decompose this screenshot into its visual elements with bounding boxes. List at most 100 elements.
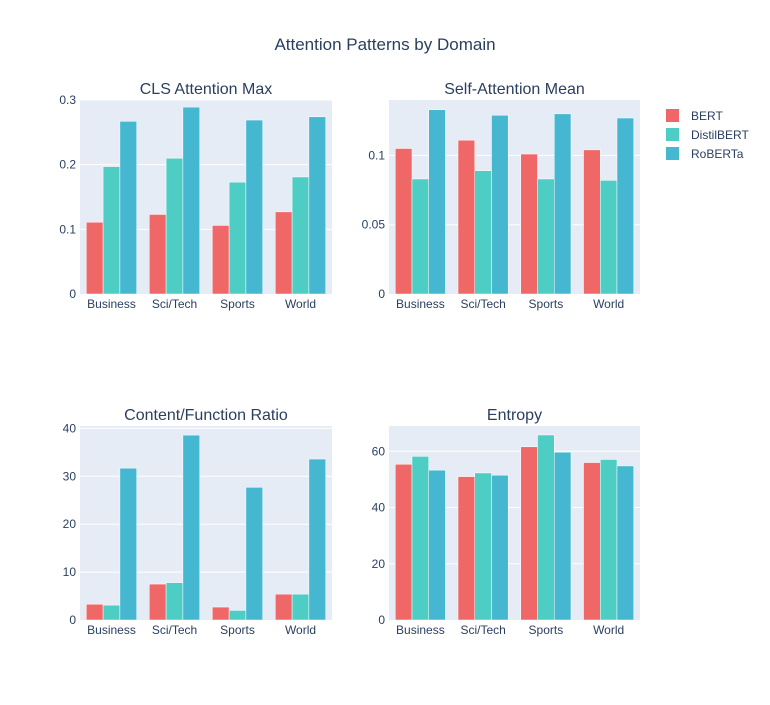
bar-distilbert-sports[interactable] bbox=[228, 610, 247, 621]
legend-item-roberta[interactable]: RoBERTa bbox=[666, 147, 744, 161]
bar-roberta-world[interactable] bbox=[308, 116, 326, 295]
legend-swatch bbox=[666, 147, 679, 160]
y-tick-label: 30 bbox=[63, 469, 77, 483]
bar-bert-world[interactable] bbox=[275, 593, 293, 621]
x-tick-label: Sci/Tech bbox=[460, 623, 505, 637]
bar-bert-sci-tech[interactable] bbox=[457, 139, 476, 295]
bar-bert-business[interactable] bbox=[395, 463, 413, 621]
y-tick-label: 0.1 bbox=[368, 148, 385, 162]
figure-title: Attention Patterns by Domain bbox=[274, 35, 495, 54]
x-tick-label: Sci/Tech bbox=[152, 623, 197, 637]
x-tick-label: Business bbox=[87, 623, 136, 637]
bar-roberta-business[interactable] bbox=[119, 121, 137, 295]
bar-roberta-world[interactable] bbox=[616, 465, 634, 621]
x-tick-label: World bbox=[593, 297, 624, 311]
subplot-3: 0 10 20 30 40 Business Sci/Tech Sports World Cont… bbox=[63, 407, 332, 637]
bar-roberta-sci-tech[interactable] bbox=[182, 434, 200, 621]
bar-distilbert-world[interactable] bbox=[600, 459, 618, 621]
subplot-title: Entropy bbox=[487, 407, 542, 424]
bar-distilbert-world[interactable] bbox=[600, 180, 618, 295]
subplot-2: 0 0.05 0.1 Business Sci/Tech Sports World Self-… bbox=[362, 81, 640, 311]
x-tick-label: World bbox=[593, 623, 624, 637]
y-tick-label: 0.3 bbox=[59, 93, 76, 107]
legend-swatch bbox=[666, 128, 679, 141]
bar-distilbert-business[interactable] bbox=[102, 166, 121, 295]
bar-distilbert-sci-tech[interactable] bbox=[165, 582, 184, 621]
x-tick-label: Sci/Tech bbox=[152, 297, 197, 311]
bar-distilbert-world[interactable] bbox=[291, 593, 310, 621]
bar-distilbert-sci-tech[interactable] bbox=[165, 157, 184, 295]
y-tick-label: 0 bbox=[69, 613, 76, 627]
bar-roberta-sports[interactable] bbox=[245, 119, 263, 295]
bar-distilbert-business[interactable] bbox=[411, 178, 429, 295]
legend-label: BERT bbox=[691, 109, 723, 123]
bar-roberta-sports[interactable] bbox=[553, 451, 572, 621]
subplot-title: Content/Function Ratio bbox=[124, 407, 288, 424]
legend-swatch bbox=[666, 109, 679, 122]
x-tick-label: Sports bbox=[220, 297, 255, 311]
x-tick-label: Business bbox=[87, 297, 136, 311]
bar-roberta-world[interactable] bbox=[308, 458, 326, 621]
bar-distilbert-sports[interactable] bbox=[537, 178, 555, 295]
bar-bert-world[interactable] bbox=[275, 211, 293, 295]
bar-roberta-sci-tech[interactable] bbox=[491, 114, 509, 295]
x-tick-label: Sports bbox=[220, 623, 255, 637]
bar-bert-sports[interactable] bbox=[520, 153, 538, 295]
y-tick-label: 20 bbox=[372, 557, 386, 571]
y-tick-label: 40 bbox=[372, 501, 386, 515]
y-tick-label: 40 bbox=[63, 421, 77, 435]
bar-bert-sports[interactable] bbox=[212, 606, 230, 621]
subplots: 0 0.1 0.2 0.3 Business Sci/Tech Sports World CLS… bbox=[59, 81, 640, 637]
legend[interactable]: BERT DistilBERT RoBERTa bbox=[666, 109, 749, 161]
y-tick-label: 0.05 bbox=[362, 218, 386, 232]
bar-bert-business[interactable] bbox=[86, 603, 104, 621]
bar-distilbert-sci-tech[interactable] bbox=[474, 472, 492, 621]
bar-roberta-sports[interactable] bbox=[245, 487, 263, 621]
bar-roberta-sports[interactable] bbox=[553, 113, 572, 295]
subplot-1: 0 0.1 0.2 0.3 Business Sci/Tech Sports World CLS… bbox=[59, 81, 332, 311]
bar-roberta-sci-tech[interactable] bbox=[182, 106, 200, 295]
y-tick-label: 0 bbox=[378, 287, 385, 301]
legend-label: RoBERTa bbox=[691, 147, 744, 161]
legend-label: DistilBERT bbox=[691, 128, 749, 142]
bar-bert-world[interactable] bbox=[583, 462, 601, 621]
bar-bert-sci-tech[interactable] bbox=[457, 476, 476, 621]
y-tick-label: 20 bbox=[63, 517, 77, 531]
bar-roberta-business[interactable] bbox=[119, 467, 137, 621]
x-tick-label: Business bbox=[396, 297, 445, 311]
y-tick-label: 0.1 bbox=[59, 222, 76, 236]
bar-bert-sci-tech[interactable] bbox=[149, 214, 167, 295]
subplot-title: Self-Attention Mean bbox=[444, 81, 585, 98]
x-tick-label: Sports bbox=[529, 297, 564, 311]
bar-roberta-business[interactable] bbox=[428, 469, 446, 621]
y-tick-label: 0 bbox=[378, 613, 385, 627]
y-tick-label: 0.2 bbox=[59, 158, 76, 172]
bar-distilbert-business[interactable] bbox=[411, 456, 429, 621]
x-tick-label: Business bbox=[396, 623, 445, 637]
x-tick-label: Sci/Tech bbox=[460, 297, 505, 311]
bar-distilbert-sci-tech[interactable] bbox=[474, 170, 492, 295]
y-tick-label: 0 bbox=[69, 287, 76, 301]
bar-roberta-sci-tech[interactable] bbox=[491, 474, 509, 621]
subplot-title: CLS Attention Max bbox=[140, 81, 273, 98]
bar-bert-world[interactable] bbox=[583, 149, 601, 295]
bar-bert-business[interactable] bbox=[395, 148, 413, 295]
legend-item-bert[interactable]: BERT bbox=[666, 109, 723, 123]
bar-bert-sports[interactable] bbox=[520, 446, 538, 621]
x-tick-label: World bbox=[285, 623, 316, 637]
bar-distilbert-sports[interactable] bbox=[228, 181, 247, 295]
bar-distilbert-sports[interactable] bbox=[537, 434, 555, 621]
bar-roberta-business[interactable] bbox=[428, 109, 446, 295]
bar-roberta-world[interactable] bbox=[616, 117, 634, 295]
bar-bert-sports[interactable] bbox=[212, 225, 230, 295]
legend-item-distilbert[interactable]: DistilBERT bbox=[666, 128, 749, 142]
bar-bert-business[interactable] bbox=[86, 221, 104, 295]
x-tick-label: Sports bbox=[529, 623, 564, 637]
plot-area bbox=[80, 426, 332, 620]
bar-distilbert-world[interactable] bbox=[291, 176, 310, 295]
x-tick-label: World bbox=[285, 297, 316, 311]
bar-bert-sci-tech[interactable] bbox=[149, 583, 167, 621]
bar-distilbert-business[interactable] bbox=[102, 604, 121, 621]
